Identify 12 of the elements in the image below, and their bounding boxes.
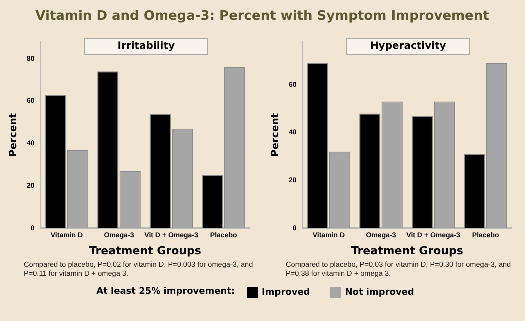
legend-label: Not improved [344, 286, 414, 298]
x-axis-title: Treatment Groups [351, 244, 464, 258]
heading-box: Irritability [84, 38, 208, 55]
chart-subtitle: Irritability [118, 41, 176, 52]
y-axis-title: Percent [8, 113, 20, 158]
chart-subtitle: Hyperactivity [370, 41, 446, 52]
heading-box: Hyperactivity [346, 38, 470, 55]
legend-title: At least 25% improvement: [96, 287, 236, 297]
y-axis-title: Percent [270, 113, 282, 158]
x-axis-title: Treatment Groups [89, 244, 202, 258]
legend-label: Improved [261, 286, 310, 298]
chart-title: Vitamin D and Omega-3: Percent with Symptom Improvement [34, 8, 490, 26]
